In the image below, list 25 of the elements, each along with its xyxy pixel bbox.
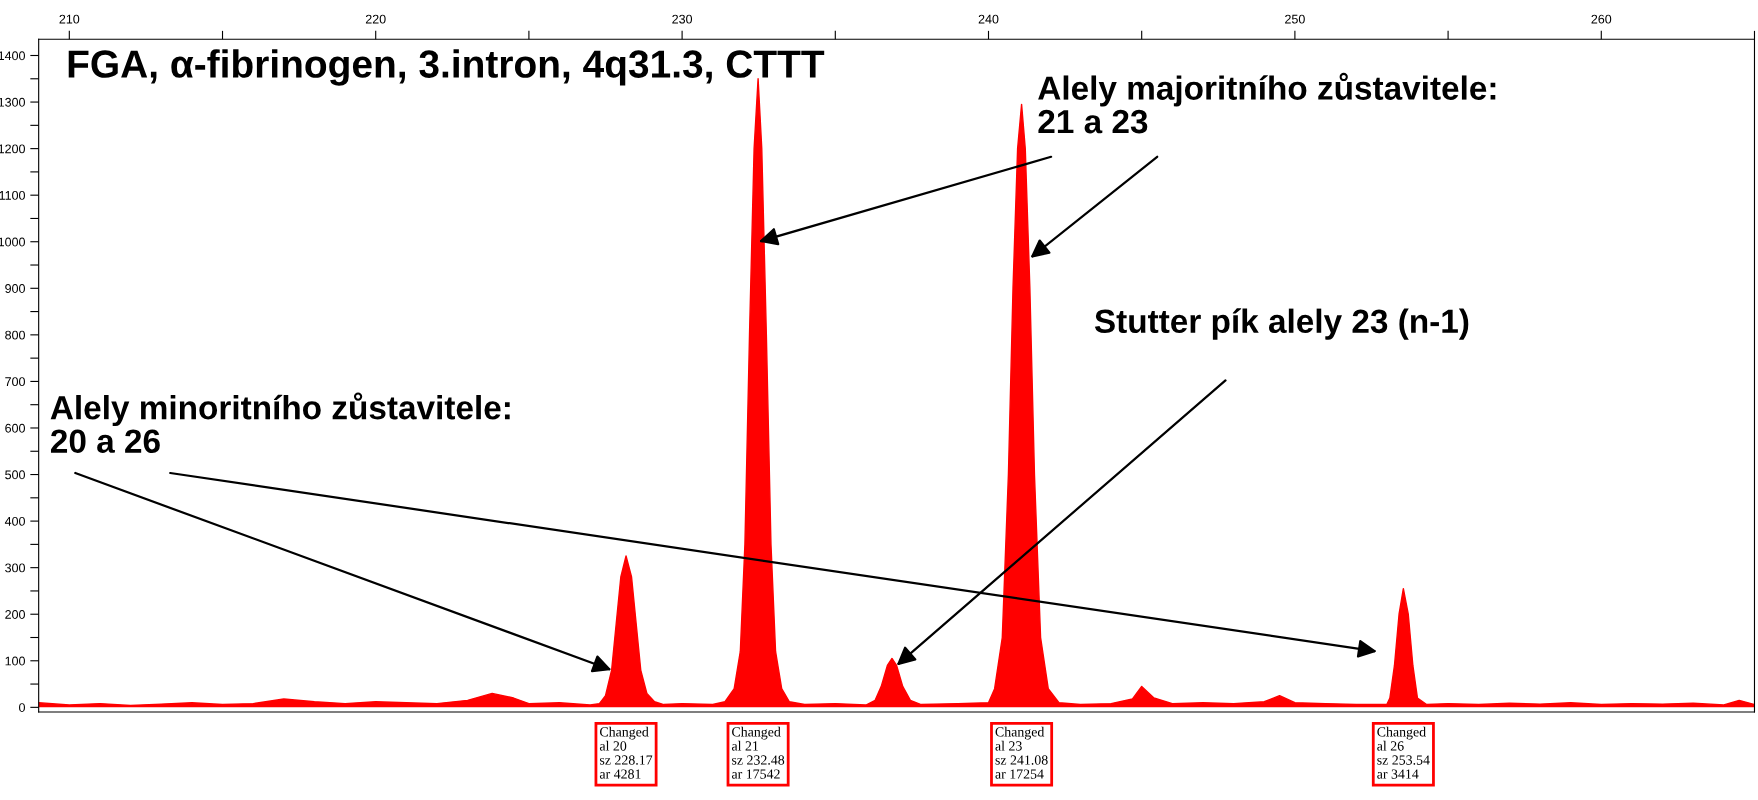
annotation: Alely majoritního zůstavitele: 21 a 23 [1038,72,1496,134]
y-tick-label: 600 [5,423,25,433]
x-tick-label: 210 [59,14,80,24]
x-tick-label: 260 [1591,14,1612,24]
x-tick-label: 220 [365,14,386,24]
annotation: Changed al 21 sz 232.48 ar 17542 [731,726,785,779]
y-tick-label: 1100 [0,190,25,200]
annotation: Changed al 23 sz 241.08 ar 17254 [995,726,1048,779]
y-tick-label: 800 [5,330,25,340]
y-tick-label: 200 [5,610,25,619]
y-tick-label: 500 [5,470,25,480]
y-tick-label: 100 [5,656,25,666]
annotation: Alely minoritního zůstavitele: 20 a 26 [50,392,510,453]
y-tick-label: 0 [19,703,25,712]
annotation: Changed al 20 sz 228.17 ar 4281 [599,726,653,779]
annotation: Changed al 26 sz 253.54 ar 3414 [1377,726,1430,779]
x-tick-label: 250 [1285,14,1305,24]
y-tick-label: 400 [4,516,25,526]
annotation: Stutter pík alely 23 (n-1) [1094,308,1469,340]
x-tick-label: 240 [978,14,999,24]
y-tick-label: 300 [5,563,25,573]
x-tick-label: 230 [672,14,693,24]
y-tick-label: 700 [5,377,25,387]
y-tick-label: 900 [5,284,25,293]
chart-title: FGA, α-fibrinogen, 3.intron, 4q31.3, CTTT [68,49,825,86]
